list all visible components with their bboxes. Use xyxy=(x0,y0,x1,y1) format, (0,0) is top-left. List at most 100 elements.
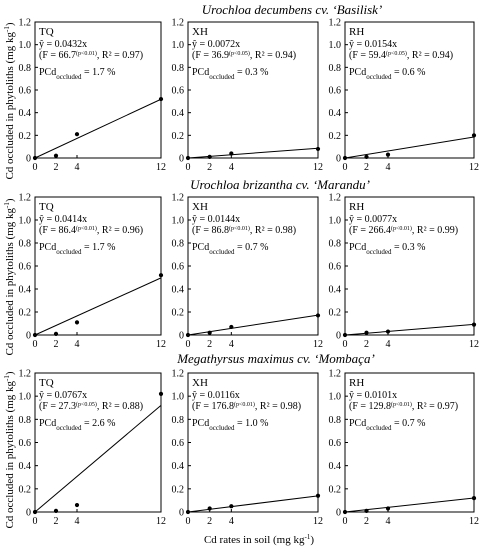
data-point xyxy=(385,506,391,511)
y-tick-label: 0.2 xyxy=(172,131,185,142)
panel-label: XH xyxy=(192,201,208,213)
y-tick-label: 1.0 xyxy=(19,216,32,227)
x-tick-label: 2 xyxy=(207,162,212,173)
x-tick-label: 12 xyxy=(469,339,479,350)
x-tick-label: 12 xyxy=(313,516,323,527)
y-tick-label: 0.8 xyxy=(329,239,342,250)
x-tick-label: 4 xyxy=(386,339,391,350)
x-tick-label: 2 xyxy=(207,339,212,350)
panel-r2-c0: 0 0.2 0.4 0.6 0.8 1.0 1.2 0 2 4 12 TQŷ = 0.0767x(F … xyxy=(19,369,167,528)
y-tick-label: 0.2 xyxy=(19,308,32,319)
y-tick-label: 0 xyxy=(179,508,184,519)
data-point xyxy=(32,155,38,161)
panel-label: RH xyxy=(349,26,364,38)
y-tick-label: 0.6 xyxy=(172,262,185,273)
regression-line xyxy=(34,98,162,159)
y-tick-label: 1.2 xyxy=(172,193,185,204)
y-tick-label: 0 xyxy=(26,154,31,165)
x-tick-label: 12 xyxy=(156,339,166,350)
y-tick-label: 0 xyxy=(336,154,341,165)
panel-r1-c1: 0 0.2 0.4 0.6 0.8 1.0 1.2 0 2 4 12 XHŷ = 0.0144x(F … xyxy=(172,193,324,351)
x-tick-label: 0 xyxy=(186,339,191,350)
panel-label: TQ xyxy=(39,26,54,38)
y-tick-label: 0.4 xyxy=(172,461,185,472)
y-tick-label: 0.4 xyxy=(329,461,342,472)
panel-r1-c2: 0 0.2 0.4 0.6 0.8 1.0 1.2 0 2 4 12 RHŷ = 0.0077x(F … xyxy=(329,193,480,351)
panel-r2-c2: 0 0.2 0.4 0.6 0.8 1.0 1.2 0 2 4 12 RHŷ = 0.0101x(F … xyxy=(329,369,480,528)
x-tick-label: 12 xyxy=(313,339,323,350)
regression-equation: ŷ = 0.0072x xyxy=(192,39,240,50)
y-tick-label: 0.6 xyxy=(19,262,32,273)
panel-label: XH xyxy=(192,377,208,389)
pcd-occluded-value: PCdoccluded = 1.7 % xyxy=(39,242,115,256)
y-tick-label: 1.2 xyxy=(329,18,342,29)
x-tick-label: 0 xyxy=(33,162,38,173)
pcd-occluded-value: PCdoccluded = 0.7 % xyxy=(349,418,425,432)
regression-line xyxy=(187,495,319,513)
y-tick-label: 0.4 xyxy=(329,285,342,296)
data-point xyxy=(229,324,234,330)
y-tick-label: 0.6 xyxy=(329,438,342,449)
data-point xyxy=(471,133,477,138)
regression-equation: ŷ = 0.0101x xyxy=(349,390,397,401)
data-point xyxy=(158,391,164,396)
x-tick-label: 4 xyxy=(75,339,80,350)
data-point xyxy=(185,509,191,515)
y-tick-label: 0 xyxy=(26,331,31,342)
y-tick-label: 0.2 xyxy=(172,484,185,495)
x-tick-label: 4 xyxy=(75,516,80,527)
regression-stats: (F = 129.8(p<0.01), R² = 0.97) xyxy=(349,401,458,412)
y-tick-label: 1.0 xyxy=(329,216,342,227)
y-tick-label: 1.0 xyxy=(172,216,185,227)
data-point xyxy=(32,332,38,338)
y-tick-label: 0.8 xyxy=(329,63,342,74)
x-tick-label: 2 xyxy=(364,162,369,173)
x-tick-label: 12 xyxy=(469,162,479,173)
x-tick-label: 0 xyxy=(33,339,38,350)
data-point xyxy=(74,502,80,508)
y-tick-label: 0.2 xyxy=(329,131,342,142)
data-point xyxy=(53,153,59,158)
panel-r0-c2: 0 0.2 0.4 0.6 0.8 1.0 1.2 0 2 4 12 RHŷ = 0.0154x(F … xyxy=(329,18,480,174)
y-tick-label: 1.0 xyxy=(19,392,32,403)
x-tick-label: 0 xyxy=(343,162,348,173)
regression-equation: ŷ = 0.0767x xyxy=(39,390,87,401)
pcd-occluded-value: PCdoccluded = 0.3 % xyxy=(192,67,268,81)
data-point xyxy=(315,313,321,318)
panel-label: XH xyxy=(192,26,208,38)
x-tick-label: 2 xyxy=(364,516,369,527)
y-tick-label: 1.2 xyxy=(19,18,32,29)
panel-r0-c0: 0 0.2 0.4 0.6 0.8 1.0 1.2 0 2 4 12 TQŷ = 0.0432x(F … xyxy=(19,18,167,174)
regression-equation: ŷ = 0.0414x xyxy=(39,214,87,225)
regression-line xyxy=(344,497,475,513)
y-tick-label: 0.6 xyxy=(19,86,32,97)
regression-stats: (F = 176.8(p<0.01), R² = 0.98) xyxy=(192,401,301,412)
y-tick-label: 0.2 xyxy=(19,131,32,142)
data-point xyxy=(471,496,477,501)
regression-line xyxy=(34,277,162,336)
panel-label: RH xyxy=(349,377,364,389)
regression-equation: ŷ = 0.0077x xyxy=(349,214,397,225)
data-point xyxy=(32,509,38,515)
y-tick-label: 1.0 xyxy=(172,392,185,403)
y-tick-label: 0.8 xyxy=(172,63,185,74)
y-axis-label-bottom: Cd occluded in phytoliths (mg kg-1) xyxy=(3,371,16,528)
regression-equation: ŷ = 0.0144x xyxy=(192,214,240,225)
regression-stats: (F = 36.9(p<0.05), R² = 0.94) xyxy=(192,50,296,61)
y-tick-label: 0.4 xyxy=(19,461,32,472)
regression-equation: ŷ = 0.0116x xyxy=(192,390,240,401)
data-point xyxy=(364,508,369,513)
y-tick-label: 0.4 xyxy=(19,285,32,296)
pcd-occluded-value: PCdoccluded = 0.6 % xyxy=(349,67,425,81)
x-axis-label: Cd rates in soil (mg kg-1) xyxy=(204,533,314,546)
x-tick-label: 4 xyxy=(229,339,234,350)
data-point xyxy=(207,154,212,159)
y-tick-label: 0.8 xyxy=(19,63,32,74)
pcd-occluded-value: PCdoccluded = 1.7 % xyxy=(39,67,115,81)
y-tick-label: 1.2 xyxy=(329,369,342,380)
y-tick-label: 0.4 xyxy=(19,108,32,119)
y-axis-label-middle: Cd occluded in phytoliths (mg kg-1) xyxy=(3,198,16,355)
y-tick-label: 0.8 xyxy=(172,415,185,426)
y-tick-label: 0 xyxy=(26,508,31,519)
row-title-0: Urochloa decumbens cv. ‘Basilisk’ xyxy=(202,2,383,17)
